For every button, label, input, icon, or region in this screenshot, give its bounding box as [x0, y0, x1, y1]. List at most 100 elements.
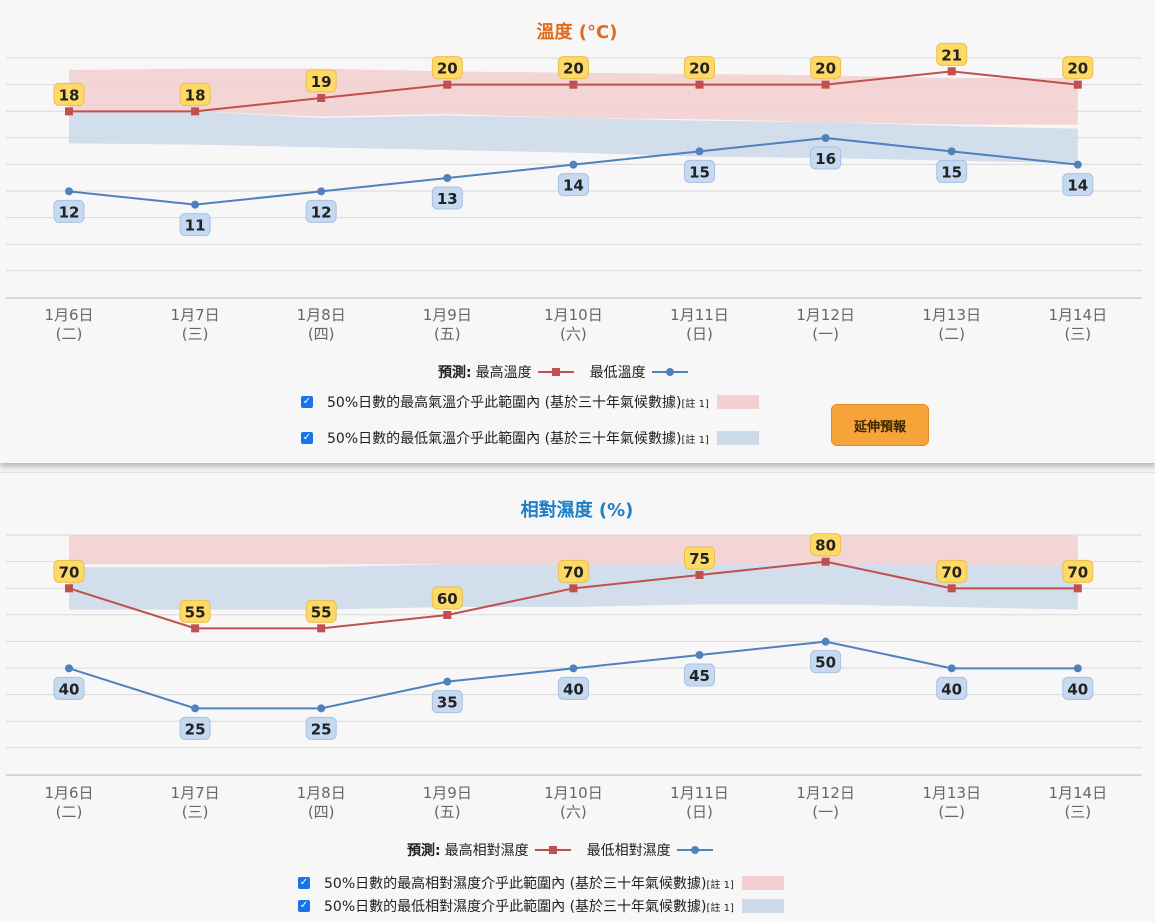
data-point-min [947, 664, 956, 673]
band-min-temp-text: 50%日數的最低氣溫介乎此範圍內 (基於三十年氣候數據) [327, 431, 682, 447]
data-label-text: 20 [563, 60, 584, 78]
legend-min-rh[interactable]: 最低相對濕度 [587, 840, 713, 860]
extended-forecast-button[interactable]: 延伸預報 [831, 404, 929, 446]
data-label-max: 55 [179, 599, 211, 623]
x-tick-date: 1月12日 [796, 306, 855, 324]
data-point-max [947, 67, 956, 76]
legend-min-line-icon [676, 846, 713, 854]
data-point-max [821, 557, 830, 566]
data-label-max: 20 [1062, 56, 1094, 80]
data-label-text: 70 [1067, 563, 1088, 581]
data-label-box [53, 676, 85, 700]
legend-max-rh[interactable]: 最高相對濕度 [445, 840, 571, 860]
data-label-text: 70 [941, 563, 962, 581]
data-label-text: 45 [689, 667, 710, 685]
data-label-text: 16 [815, 150, 836, 168]
data-label-text: 20 [437, 60, 458, 78]
data-point-max [191, 107, 200, 116]
data-label-box [557, 173, 589, 197]
data-label-text: 40 [563, 680, 584, 698]
band-min-rh-note[interactable]: [註 1] [706, 902, 734, 914]
x-tick-date: 1月9日 [423, 306, 472, 324]
x-tick-date: 1月14日 [1048, 306, 1107, 324]
data-point-max [695, 571, 704, 579]
band-min-temp-note[interactable]: [註 1] [681, 434, 709, 446]
data-label-max: 80 [810, 533, 842, 557]
legend-max-line-icon [534, 846, 571, 854]
x-tick-date: 1月10日 [544, 784, 603, 802]
data-point-min [317, 704, 326, 713]
data-point-max [947, 584, 956, 593]
data-label-box [684, 159, 715, 183]
x-tick-weekday: (六) [560, 325, 587, 343]
data-point-min [191, 704, 200, 713]
x-tick-weekday: (三) [1064, 803, 1091, 821]
band-min-temp-checkbox[interactable]: ✓ [301, 432, 313, 444]
chart-title: 相對濕度 (%) [521, 499, 634, 521]
data-label-text: 20 [815, 60, 836, 78]
x-tick-weekday: (二) [56, 325, 83, 343]
humidity-chart: 相對濕度 (%) 70 55 55 60 70 75 80 70 70 40 25 25 35 40 45 50… [6, 499, 1142, 821]
data-label-min: 40 [936, 676, 968, 700]
data-label-min: 11 [179, 213, 211, 237]
data-label-text: 40 [1067, 680, 1088, 698]
band-max-temp-note[interactable]: [註 1] [681, 398, 709, 410]
x-tick-date: 1月13日 [922, 306, 981, 324]
data-label-min: 12 [53, 199, 85, 223]
band-max-temp-checkbox[interactable]: ✓ [301, 396, 313, 408]
data-label-box [936, 676, 968, 700]
data-label-text: 20 [1067, 60, 1088, 78]
band-min-temp-swatch [716, 431, 759, 445]
data-label-max: 60 [431, 586, 463, 610]
data-label-box [179, 82, 211, 106]
x-tick-weekday: (一) [812, 803, 839, 821]
data-label-min: 40 [53, 676, 85, 700]
data-label-box [1062, 56, 1094, 80]
data-point-min [317, 187, 326, 196]
data-point-min [443, 174, 452, 182]
data-point-min [1073, 664, 1082, 673]
data-point-min [65, 187, 73, 196]
data-label-text: 18 [59, 86, 80, 104]
data-label-box [936, 559, 968, 583]
data-point-max [1073, 584, 1082, 593]
band-min-temp-row: ✓ 50%日數的最低氣溫介乎此範圍內 (基於三十年氣候數據) [註 1] [301, 428, 759, 448]
data-label-box [557, 676, 589, 700]
data-label-text: 15 [941, 163, 962, 181]
data-label-text: 70 [563, 563, 584, 581]
data-label-text: 35 [437, 694, 458, 712]
data-point-min [821, 134, 830, 142]
data-point-max [1073, 80, 1082, 89]
band-max-rh-note[interactable]: [註 1] [706, 879, 734, 891]
data-point-max [821, 80, 830, 89]
humidity-legend: 預測: 最高相對濕度 最低相對濕度 [407, 840, 729, 860]
legend-max-temp[interactable]: 最高溫度 [476, 362, 574, 382]
data-label-min: 14 [557, 173, 589, 197]
data-point-max [65, 107, 73, 116]
data-label-text: 21 [941, 46, 962, 64]
band-max-rh-swatch [741, 876, 784, 890]
data-label-text: 12 [311, 203, 332, 221]
data-label-box [179, 599, 211, 623]
data-point-max [317, 624, 326, 633]
legend-max-line-icon [537, 368, 574, 376]
x-tick-date: 1月11日 [670, 306, 729, 324]
data-point-min [1073, 160, 1082, 169]
x-tick-date: 1月13日 [922, 784, 981, 802]
x-tick-weekday: (六) [560, 803, 587, 821]
x-tick-weekday: (五) [434, 325, 461, 343]
legend-min-temp[interactable]: 最低溫度 [590, 362, 688, 382]
data-label-box [684, 663, 715, 687]
x-tick-date: 1月12日 [796, 784, 855, 802]
x-tick-date: 1月6日 [44, 784, 93, 802]
data-label-box [179, 213, 211, 237]
data-label-text: 75 [689, 550, 710, 568]
band-min-rh-checkbox[interactable]: ✓ [298, 900, 310, 912]
data-label-min: 25 [305, 716, 337, 740]
data-point-min [191, 200, 200, 209]
data-label-min: 12 [305, 199, 337, 223]
data-label-max: 18 [179, 82, 211, 106]
data-label-text: 20 [689, 60, 710, 78]
band-max-rh-checkbox[interactable]: ✓ [298, 877, 310, 889]
data-label-max: 75 [684, 546, 715, 570]
